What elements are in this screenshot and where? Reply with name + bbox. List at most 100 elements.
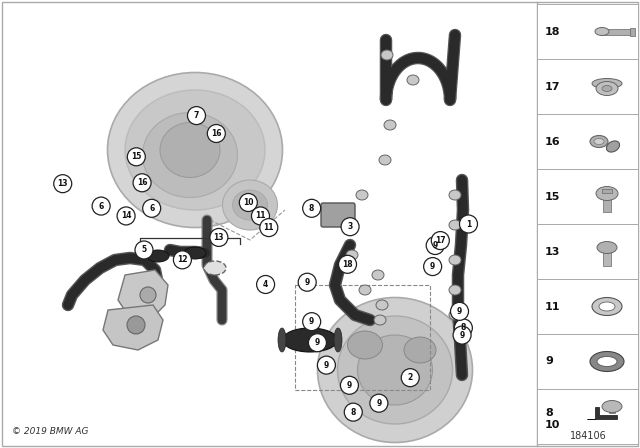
Ellipse shape — [607, 141, 620, 152]
Ellipse shape — [278, 328, 286, 352]
Text: 9: 9 — [376, 399, 381, 408]
Circle shape — [460, 215, 477, 233]
Circle shape — [339, 255, 356, 273]
Text: 3: 3 — [348, 222, 353, 231]
Ellipse shape — [599, 302, 615, 311]
Circle shape — [426, 237, 444, 254]
Text: 1: 1 — [466, 220, 471, 228]
Ellipse shape — [590, 135, 608, 147]
Text: 18: 18 — [342, 260, 353, 269]
Text: 9: 9 — [324, 361, 329, 370]
Circle shape — [127, 316, 145, 334]
Circle shape — [303, 199, 321, 217]
Ellipse shape — [592, 78, 622, 89]
Ellipse shape — [342, 220, 354, 230]
Text: 184106: 184106 — [570, 431, 606, 441]
Ellipse shape — [184, 247, 206, 259]
Ellipse shape — [147, 250, 169, 262]
Bar — [602, 190, 612, 194]
Text: 13: 13 — [58, 179, 68, 188]
Circle shape — [135, 241, 153, 259]
Ellipse shape — [356, 190, 368, 200]
Ellipse shape — [348, 331, 383, 359]
Circle shape — [451, 302, 468, 320]
Text: 12: 12 — [177, 255, 188, 264]
Text: 14: 14 — [121, 211, 131, 220]
Text: 11: 11 — [545, 302, 561, 311]
Bar — [537, 334, 638, 389]
Circle shape — [431, 232, 449, 250]
Bar — [603, 247, 611, 266]
Circle shape — [239, 194, 257, 211]
Bar — [537, 114, 638, 169]
Bar — [537, 389, 638, 444]
Ellipse shape — [160, 122, 220, 177]
Ellipse shape — [449, 310, 461, 320]
Bar — [537, 59, 638, 114]
Circle shape — [140, 287, 156, 303]
Ellipse shape — [407, 75, 419, 85]
Bar — [537, 4, 638, 59]
Ellipse shape — [232, 190, 268, 220]
Ellipse shape — [404, 337, 436, 363]
Ellipse shape — [594, 138, 604, 145]
Ellipse shape — [592, 297, 622, 315]
Text: 9: 9 — [315, 338, 320, 347]
Ellipse shape — [125, 90, 265, 210]
Text: 16: 16 — [211, 129, 221, 138]
Text: 9: 9 — [457, 307, 462, 316]
Text: 9: 9 — [430, 262, 435, 271]
Ellipse shape — [602, 401, 622, 413]
Circle shape — [298, 273, 316, 291]
Text: 15: 15 — [545, 191, 561, 202]
Bar — [537, 224, 638, 279]
Text: 5: 5 — [141, 246, 147, 254]
Ellipse shape — [596, 82, 618, 95]
Ellipse shape — [597, 241, 617, 254]
Text: 9: 9 — [433, 241, 438, 250]
Ellipse shape — [372, 270, 384, 280]
Bar — [537, 279, 638, 334]
Ellipse shape — [595, 27, 609, 35]
Polygon shape — [118, 270, 168, 320]
Ellipse shape — [204, 261, 226, 275]
Circle shape — [54, 175, 72, 193]
Ellipse shape — [596, 186, 618, 201]
Text: 17: 17 — [545, 82, 561, 91]
Ellipse shape — [282, 328, 337, 352]
Text: 15: 15 — [131, 152, 141, 161]
Ellipse shape — [358, 335, 433, 405]
Circle shape — [252, 207, 269, 225]
Ellipse shape — [337, 316, 452, 424]
Circle shape — [344, 403, 362, 421]
Text: 11: 11 — [255, 211, 266, 220]
Circle shape — [401, 369, 419, 387]
Text: 17: 17 — [435, 236, 445, 245]
Ellipse shape — [449, 255, 461, 265]
Ellipse shape — [384, 120, 396, 130]
Ellipse shape — [602, 86, 612, 91]
Circle shape — [143, 199, 161, 217]
Text: 10: 10 — [545, 419, 561, 430]
Text: 9: 9 — [460, 331, 465, 340]
Ellipse shape — [317, 297, 472, 443]
FancyBboxPatch shape — [321, 203, 355, 227]
Circle shape — [303, 313, 321, 331]
Circle shape — [341, 218, 359, 236]
Ellipse shape — [449, 220, 461, 230]
Text: © 2019 BMW AG: © 2019 BMW AG — [12, 427, 88, 436]
Text: 8: 8 — [545, 408, 553, 418]
Text: 9: 9 — [305, 278, 310, 287]
Text: 8: 8 — [351, 408, 356, 417]
Text: 10: 10 — [243, 198, 253, 207]
Circle shape — [308, 334, 326, 352]
Bar — [602, 29, 632, 34]
Circle shape — [117, 207, 135, 225]
Text: 9: 9 — [347, 381, 352, 390]
Ellipse shape — [359, 285, 371, 295]
Text: 4: 4 — [263, 280, 268, 289]
Text: 13: 13 — [545, 246, 561, 257]
Text: 13: 13 — [214, 233, 224, 242]
Polygon shape — [587, 406, 617, 418]
Circle shape — [260, 219, 278, 237]
